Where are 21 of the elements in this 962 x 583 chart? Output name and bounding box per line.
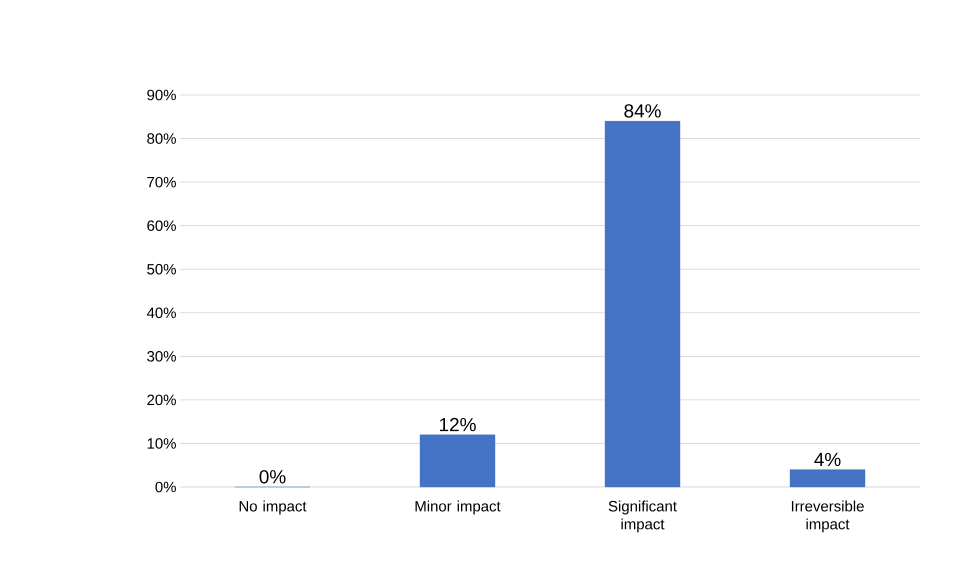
data-label: 0% xyxy=(260,470,286,484)
y-tick-label: 70% xyxy=(147,176,176,188)
y-tick-label: 0% xyxy=(155,482,176,492)
data-label: 4% xyxy=(814,452,841,466)
y-tick-label: 30% xyxy=(147,351,176,362)
data-label: 84% xyxy=(624,104,661,118)
x-tick-label: Minor impact xyxy=(416,500,501,514)
x-tick-label: Irreversible impact xyxy=(792,500,864,532)
y-tick-label: 90% xyxy=(147,90,176,100)
y-tick-label: 20% xyxy=(147,394,176,406)
y-tick-label: 50% xyxy=(147,264,176,275)
y-tick-label: 10% xyxy=(148,438,176,449)
bar xyxy=(604,120,680,488)
x-tick-label: Significant impact xyxy=(608,500,677,532)
bar xyxy=(790,469,866,488)
y-tick-label: 60% xyxy=(147,220,176,231)
y-tick-label: 40% xyxy=(146,307,176,318)
data-label: 12% xyxy=(440,418,476,432)
y-tick-label: 80% xyxy=(147,133,176,144)
x-tick-label: No impact xyxy=(240,500,306,514)
bar xyxy=(420,434,496,488)
